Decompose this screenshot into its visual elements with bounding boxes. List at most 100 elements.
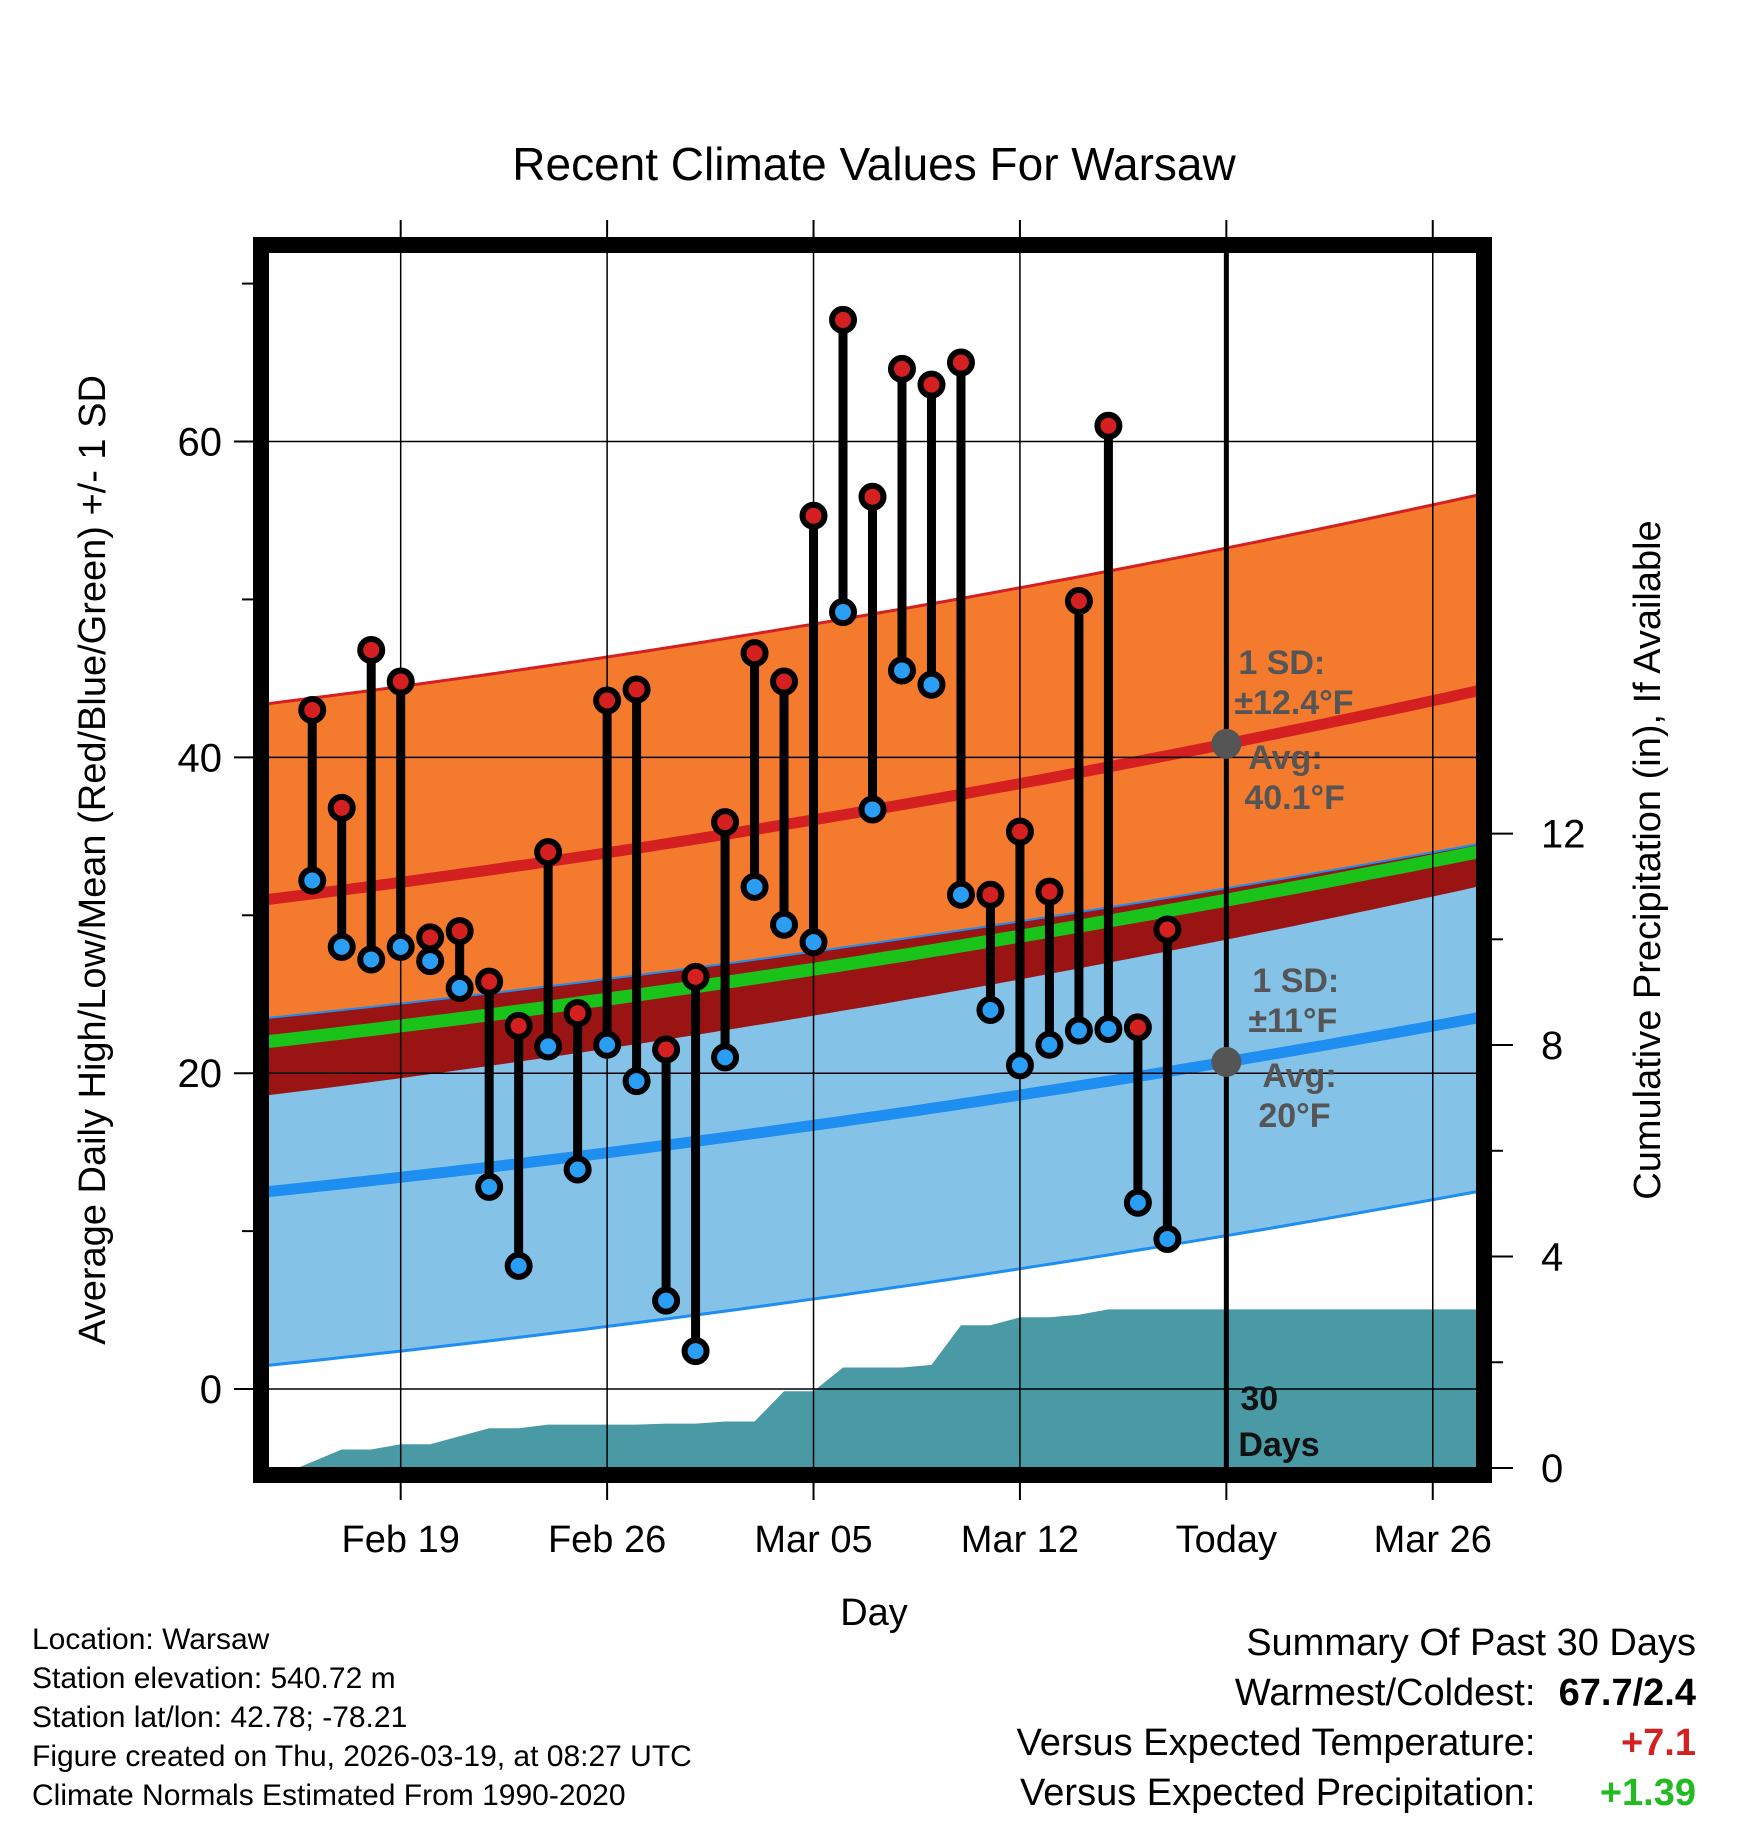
daily-high-point	[681, 962, 710, 991]
summary-warmest-row: Warmest/Coldest: 67.7/2.4	[1017, 1668, 1696, 1718]
high-avg-label: Avg:	[1248, 739, 1322, 777]
daily-high-point	[1094, 411, 1123, 440]
low-avg-value: 20°F	[1258, 1097, 1330, 1135]
daily-high-point	[1123, 1013, 1152, 1042]
low-avg-line	[267, 1012, 1479, 1198]
y2-axis-label: Cumulative Precipitation (in), If Availa…	[1627, 520, 1669, 1199]
daily-high-point	[1064, 587, 1093, 616]
daily-high-point	[652, 1035, 681, 1064]
high-sd-value: ±12.4°F	[1234, 684, 1353, 722]
daily-low-point	[416, 947, 445, 976]
today-high-avg-marker	[1211, 728, 1242, 759]
y-tick-label: 20	[178, 1052, 223, 1096]
daily-high-point	[327, 793, 356, 822]
y-tick-label: 0	[200, 1368, 222, 1412]
created-line: Figure created on Thu, 2026-03-19, at 08…	[32, 1740, 692, 1773]
daily-low-point	[681, 1337, 710, 1366]
y2-tick-label: 4	[1541, 1236, 1563, 1280]
normals-line: Climate Normals Estimated From 1990-2020	[32, 1779, 626, 1812]
daily-low-point	[770, 910, 799, 939]
daily-low-point	[357, 945, 386, 974]
mean-avg-line	[267, 845, 1479, 1049]
warmest-value: 67.7/2.4	[1558, 1672, 1696, 1714]
temp-value: +7.1	[1620, 1722, 1696, 1764]
elevation-line: Station elevation: 540.72 m	[32, 1662, 396, 1695]
daily-low-point	[445, 973, 474, 1002]
x-tick-label: Mar 12	[961, 1519, 1079, 1561]
chart-title: Recent Climate Values For Warsaw	[512, 138, 1236, 190]
daily-high-point	[563, 999, 592, 1028]
summary-temp-row: Versus Expected Temperature: +7.1	[1017, 1718, 1696, 1768]
summary-panel: Summary Of Past 30 Days Warmest/Coldest:…	[1017, 1618, 1696, 1818]
daily-low-point	[829, 598, 858, 627]
daily-high-point	[1005, 817, 1034, 846]
daily-low-point	[1005, 1051, 1034, 1080]
summary-precip-row: Versus Expected Precipitation: +1.39	[1017, 1768, 1696, 1818]
x-axis-label: Day	[840, 1592, 908, 1634]
days-number: 30	[1240, 1380, 1278, 1418]
daily-high-point	[799, 501, 828, 530]
high-sd-label: 1 SD:	[1238, 644, 1325, 682]
low-sd-value: ±11°F	[1248, 1002, 1337, 1040]
daily-high-point	[504, 1011, 533, 1040]
daily-low-point	[1035, 1030, 1064, 1059]
daily-low-point	[504, 1251, 533, 1280]
daily-low-point	[652, 1286, 681, 1315]
daily-high-point	[711, 808, 740, 837]
daily-high-point	[298, 695, 327, 724]
daily-low-point	[917, 670, 946, 699]
daily-low-point	[1094, 1014, 1123, 1043]
summary-title: Summary Of Past 30 Days	[1246, 1622, 1696, 1664]
days-word: Days	[1238, 1426, 1319, 1464]
daily-low-point	[593, 1030, 622, 1059]
daily-low-point	[563, 1155, 592, 1184]
daily-high-point	[858, 482, 887, 511]
y2-tick-label: 8	[1541, 1024, 1563, 1068]
daily-low-point	[946, 880, 975, 909]
daily-high-point	[534, 838, 563, 867]
daily-high-point	[593, 686, 622, 715]
daily-low-point	[298, 866, 327, 895]
daily-low-point	[858, 795, 887, 824]
location-line: Location: Warsaw	[32, 1623, 270, 1656]
plot-frame	[253, 237, 1492, 1483]
daily-low-point	[1064, 1016, 1093, 1045]
daily-low-point	[887, 656, 916, 685]
x-tick-label: Feb 19	[342, 1519, 460, 1561]
daily-high-point	[829, 305, 858, 334]
daily-high-point	[740, 639, 769, 668]
precip-label: Versus Expected Precipitation:	[1020, 1772, 1536, 1814]
daily-low-point	[534, 1032, 563, 1061]
daily-high-point	[1035, 877, 1064, 906]
low-sd-lower-line	[267, 1190, 1478, 1367]
daily-low-point	[386, 932, 415, 961]
latlon-line: Station lat/lon: 42.78; -78.21	[32, 1701, 408, 1734]
daily-low-point	[976, 996, 1005, 1025]
daily-high-point	[416, 923, 445, 952]
daily-high-point	[887, 354, 916, 383]
x-tick-label: Mar 26	[1374, 1519, 1492, 1561]
daily-high-point	[475, 967, 504, 996]
temp-label: Versus Expected Temperature:	[1016, 1722, 1536, 1764]
daily-high-point	[770, 667, 799, 696]
y-tick-label: 60	[178, 421, 223, 465]
daily-low-point	[799, 928, 828, 957]
warmest-label: Warmest/Coldest:	[1234, 1672, 1536, 1714]
y2-tick-label: 12	[1541, 813, 1586, 857]
high-avg-value: 40.1°F	[1244, 779, 1345, 817]
daily-high-point	[917, 370, 946, 399]
low-avg-label: Avg:	[1262, 1057, 1336, 1095]
daily-high-point	[976, 880, 1005, 909]
daily-low-point	[740, 872, 769, 901]
low-sd-label: 1 SD:	[1252, 962, 1339, 1000]
x-tick-label: Feb 26	[548, 1519, 666, 1561]
daily-low-point	[1153, 1225, 1182, 1254]
x-tick-label: Mar 05	[754, 1519, 872, 1561]
daily-high-point	[445, 917, 474, 946]
daily-low-point	[711, 1043, 740, 1072]
daily-high-point	[386, 667, 415, 696]
daily-low-point	[1123, 1188, 1152, 1217]
daily-low-point	[622, 1067, 651, 1096]
y-axis-label: Average Daily High/Low/Mean (Red/Blue/Gr…	[72, 375, 114, 1345]
daily-high-point	[357, 635, 386, 664]
